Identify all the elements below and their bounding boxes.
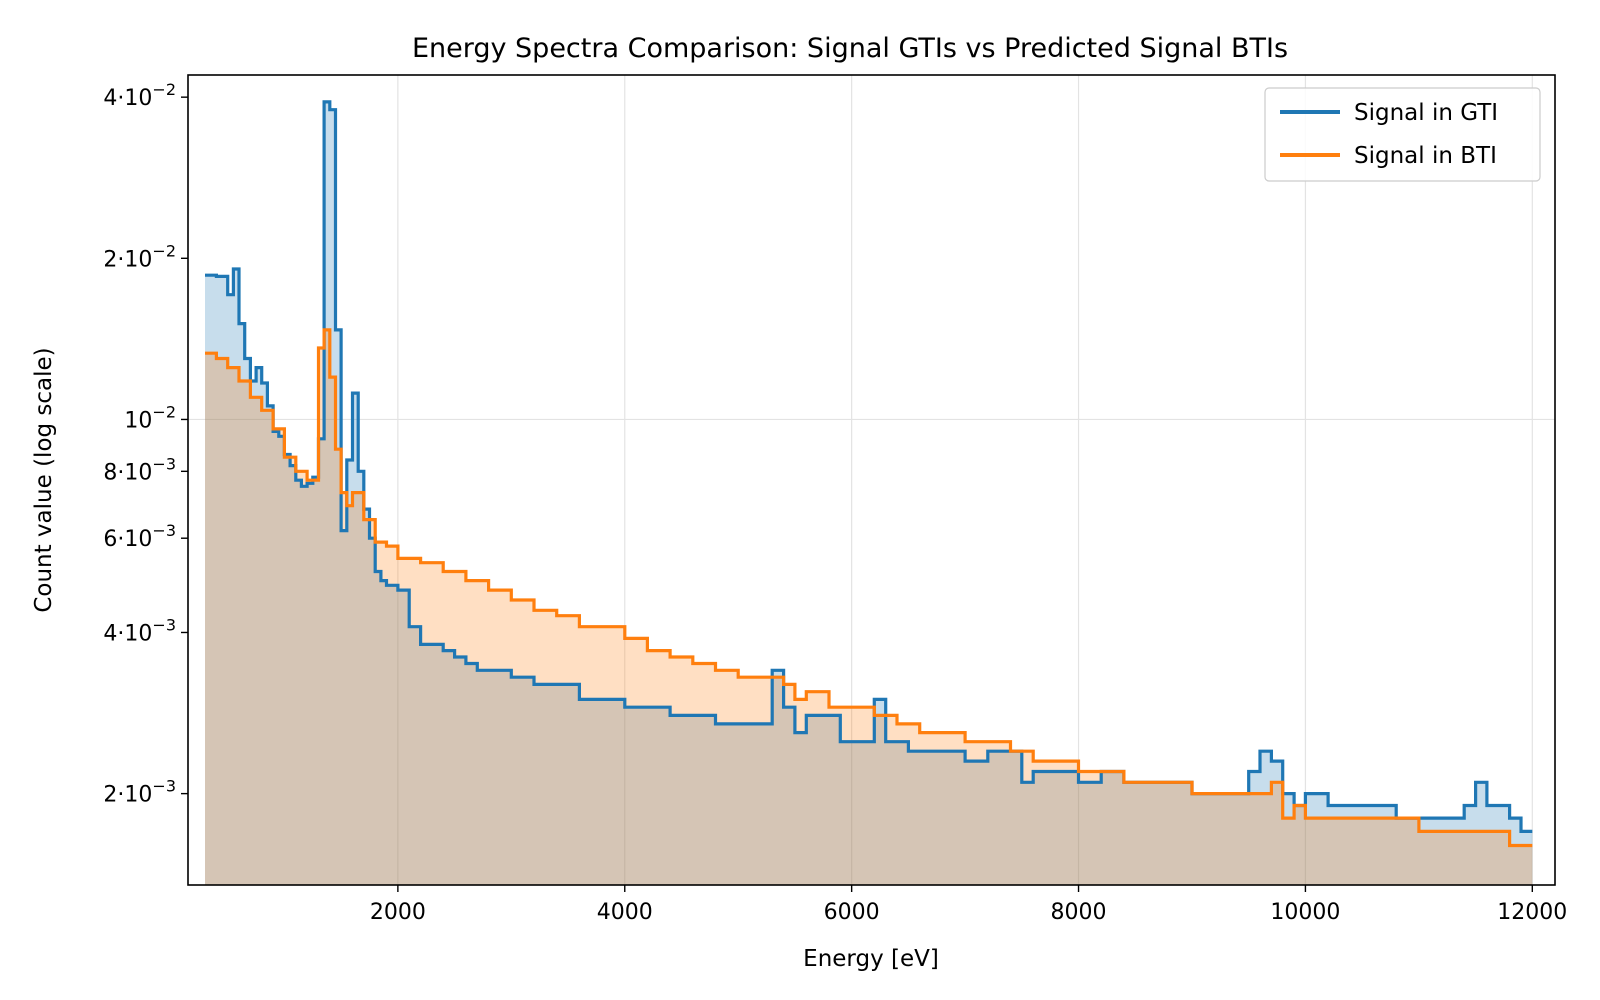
y-tick-label: 2·10−3 <box>103 777 176 808</box>
chart-title: Energy Spectra Comparison: Signal GTIs v… <box>412 33 1288 64</box>
series-fill-0 <box>205 101 1533 885</box>
series-line-1 <box>205 328 1533 848</box>
x-tick-label: 2000 <box>370 900 426 925</box>
x-tick-label: 6000 <box>824 900 880 925</box>
y-tick-label: 6·10−3 <box>103 521 176 552</box>
x-tick-label: 4000 <box>597 900 653 925</box>
series-fill-1 <box>205 329 1533 885</box>
x-tick-label: 8000 <box>1051 900 1107 925</box>
y-tick-label: 10−2 <box>124 402 176 433</box>
series-lines <box>205 100 1533 848</box>
y-tick-label: 8·10−3 <box>103 454 176 485</box>
x-axis: 2000 4000 6000 8000 10000 12000 <box>370 885 1567 925</box>
y-axis: 4·10−2 2·10−2 10−2 8·10−3 6·10−3 4·10−3 2·10−3 <box>103 80 188 808</box>
y-tick-label: 4·10−3 <box>103 615 176 646</box>
legend-label-gti: Signal in GTI <box>1354 100 1498 126</box>
series-line-0 <box>205 100 1533 833</box>
legend: Signal in GTI Signal in BTI <box>1264 87 1541 182</box>
grid <box>188 75 1555 885</box>
x-tick-label: 12000 <box>1497 900 1567 925</box>
series-fills <box>205 101 1533 885</box>
y-tick-label: 4·10−2 <box>103 80 176 111</box>
legend-label-bti: Signal in BTI <box>1354 143 1497 169</box>
plot-frame <box>187 74 1556 886</box>
x-axis-label: Energy [eV] <box>803 946 939 972</box>
y-axis-label: Count value (log scale) <box>31 347 57 612</box>
y-tick-label: 2·10−2 <box>103 241 176 272</box>
x-tick-label: 10000 <box>1270 900 1340 925</box>
